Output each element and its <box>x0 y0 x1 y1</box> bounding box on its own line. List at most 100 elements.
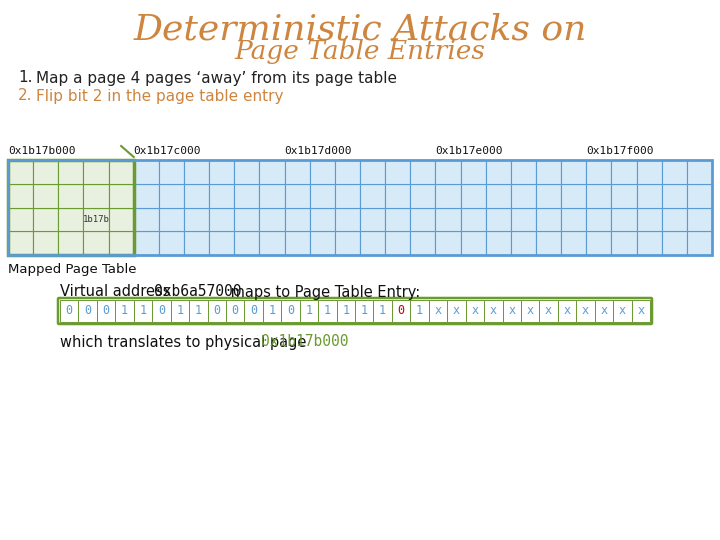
Text: 0x1b17d000: 0x1b17d000 <box>284 146 352 156</box>
Bar <box>335 207 360 231</box>
Bar <box>355 300 374 322</box>
Bar <box>310 160 335 184</box>
Bar <box>109 231 134 255</box>
Bar <box>466 300 484 322</box>
Bar <box>234 184 259 207</box>
Bar <box>662 207 687 231</box>
Bar <box>687 231 712 255</box>
Bar <box>385 184 410 207</box>
Bar <box>611 184 636 207</box>
Bar <box>586 184 611 207</box>
Bar <box>310 184 335 207</box>
Bar <box>484 300 503 322</box>
Bar <box>310 207 335 231</box>
Bar <box>58 207 84 231</box>
Bar <box>611 160 636 184</box>
Bar <box>134 207 159 231</box>
Bar <box>284 231 310 255</box>
Bar <box>486 160 511 184</box>
Bar <box>209 231 234 255</box>
Bar <box>385 160 410 184</box>
Bar <box>115 300 134 322</box>
Text: x: x <box>526 305 534 318</box>
Bar <box>58 231 84 255</box>
Bar <box>184 160 209 184</box>
Bar <box>561 184 586 207</box>
Bar <box>461 184 486 207</box>
Text: 0: 0 <box>250 305 257 318</box>
Text: 0: 0 <box>397 305 405 318</box>
Bar <box>300 300 318 322</box>
Text: 0x1b17b000: 0x1b17b000 <box>261 334 348 349</box>
Bar <box>8 207 33 231</box>
Bar <box>410 160 436 184</box>
Bar <box>336 300 355 322</box>
Bar <box>410 207 436 231</box>
Bar <box>84 207 109 231</box>
Text: 1: 1 <box>416 305 423 318</box>
Bar <box>511 207 536 231</box>
Text: 0x1b17c000: 0x1b17c000 <box>134 146 201 156</box>
Bar <box>234 207 259 231</box>
Bar <box>410 300 428 322</box>
Bar <box>486 231 511 255</box>
Text: 0x1b17b000: 0x1b17b000 <box>8 146 76 156</box>
Bar <box>360 184 385 207</box>
Text: 0: 0 <box>102 305 109 318</box>
Text: which translates to physical page: which translates to physical page <box>60 334 311 349</box>
Bar <box>310 231 335 255</box>
Bar <box>335 160 360 184</box>
Text: 1: 1 <box>342 305 349 318</box>
Text: 0x1b17e000: 0x1b17e000 <box>436 146 503 156</box>
Bar <box>636 184 662 207</box>
Bar <box>58 160 84 184</box>
Bar <box>558 300 576 322</box>
Bar <box>33 207 58 231</box>
Bar <box>561 160 586 184</box>
Bar <box>503 300 521 322</box>
Bar <box>586 160 611 184</box>
Bar <box>611 207 636 231</box>
Bar <box>410 231 436 255</box>
Text: x: x <box>600 305 608 318</box>
Bar <box>234 160 259 184</box>
Bar <box>33 184 58 207</box>
Text: x: x <box>545 305 552 318</box>
Bar <box>109 207 134 231</box>
Bar <box>636 160 662 184</box>
Bar <box>539 300 558 322</box>
Text: x: x <box>472 305 478 318</box>
Bar <box>662 160 687 184</box>
Bar <box>662 184 687 207</box>
Bar <box>84 184 109 207</box>
Text: 0: 0 <box>232 305 239 318</box>
Bar <box>159 160 184 184</box>
Bar <box>284 207 310 231</box>
Bar <box>360 207 385 231</box>
Text: 1: 1 <box>194 305 202 318</box>
Text: x: x <box>637 305 644 318</box>
Bar <box>189 300 207 322</box>
Bar <box>8 160 33 184</box>
Bar <box>511 231 536 255</box>
Bar <box>511 160 536 184</box>
Bar <box>586 207 611 231</box>
Text: Flip bit 2 in the page table entry: Flip bit 2 in the page table entry <box>36 89 284 104</box>
Bar <box>259 160 284 184</box>
Bar <box>282 300 300 322</box>
Bar <box>436 184 461 207</box>
Text: 0x1b17f000: 0x1b17f000 <box>586 146 654 156</box>
Bar <box>33 231 58 255</box>
Text: Page Table Entries: Page Table Entries <box>235 39 485 64</box>
Bar <box>561 207 586 231</box>
Bar <box>461 207 486 231</box>
Bar <box>207 300 226 322</box>
Bar <box>595 300 613 322</box>
Bar <box>134 184 159 207</box>
Bar <box>33 160 58 184</box>
Bar <box>536 160 561 184</box>
Bar <box>184 207 209 231</box>
Bar <box>586 231 611 255</box>
Bar <box>60 300 78 322</box>
Text: Deterministic Attacks on: Deterministic Attacks on <box>133 13 587 47</box>
